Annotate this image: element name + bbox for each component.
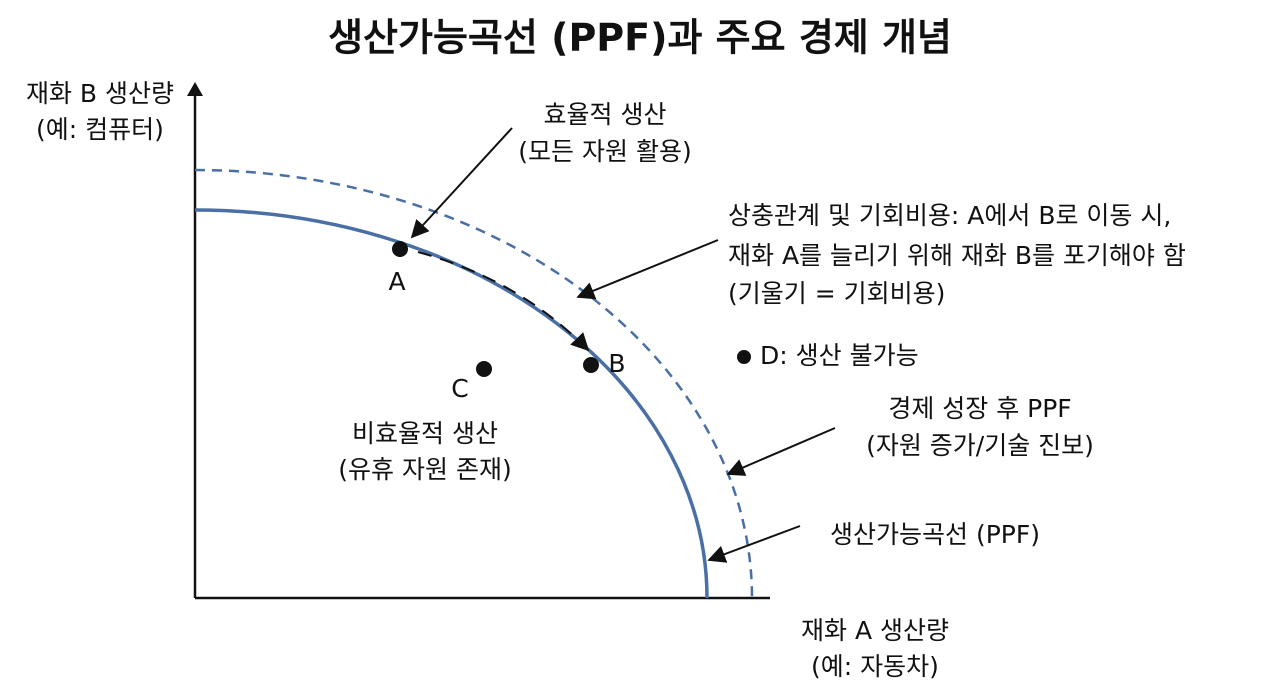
title: 생산가능곡선 (PPF)과 주요 경제 개념 <box>328 16 952 60</box>
arrow <box>576 239 719 300</box>
point-label: C <box>451 374 468 403</box>
point-label: A <box>388 267 405 296</box>
annotation: (모든 자원 활용) <box>518 137 691 166</box>
ppf-curve <box>194 208 709 599</box>
grown-ppf-curve <box>194 168 754 599</box>
annotation: 생산가능곡선 (PPF) <box>830 520 1040 549</box>
annotation: 상충관계 및 기회비용: A에서 B로 이동 시, <box>728 201 1171 230</box>
point-c <box>476 361 492 377</box>
arrow <box>726 427 836 476</box>
point-label: D: 생산 불가능 <box>760 341 919 370</box>
tradeoff-arrow <box>417 251 590 352</box>
annotation: 경제 성장 후 PPF <box>888 394 1071 423</box>
annotation: 재화 A를 늘리기 위해 재화 B를 포기해야 함 <box>728 241 1186 270</box>
annotation: (기울기 = 기회비용) <box>728 279 945 308</box>
point-label: B <box>608 349 625 378</box>
annotation: 비효율적 생산 <box>352 419 498 448</box>
x-axis-label: (예: 자동차) <box>811 652 939 681</box>
annotation: 효율적 생산 <box>544 100 667 129</box>
annotation: (자원 증가/기술 진보) <box>866 431 1094 460</box>
point-a <box>392 241 408 257</box>
arrow <box>410 127 513 239</box>
y-axis-label: 재화 B 생산량 <box>26 79 174 108</box>
arrow <box>707 525 801 563</box>
x-axis-label: 재화 A 생산량 <box>801 616 949 645</box>
point-d <box>737 350 751 364</box>
point-b <box>583 357 599 373</box>
annotation: (유휴 자원 존재) <box>338 455 511 484</box>
y-axis-arrow <box>187 82 203 96</box>
y-axis-label: (예: 컴퓨터) <box>36 115 164 144</box>
